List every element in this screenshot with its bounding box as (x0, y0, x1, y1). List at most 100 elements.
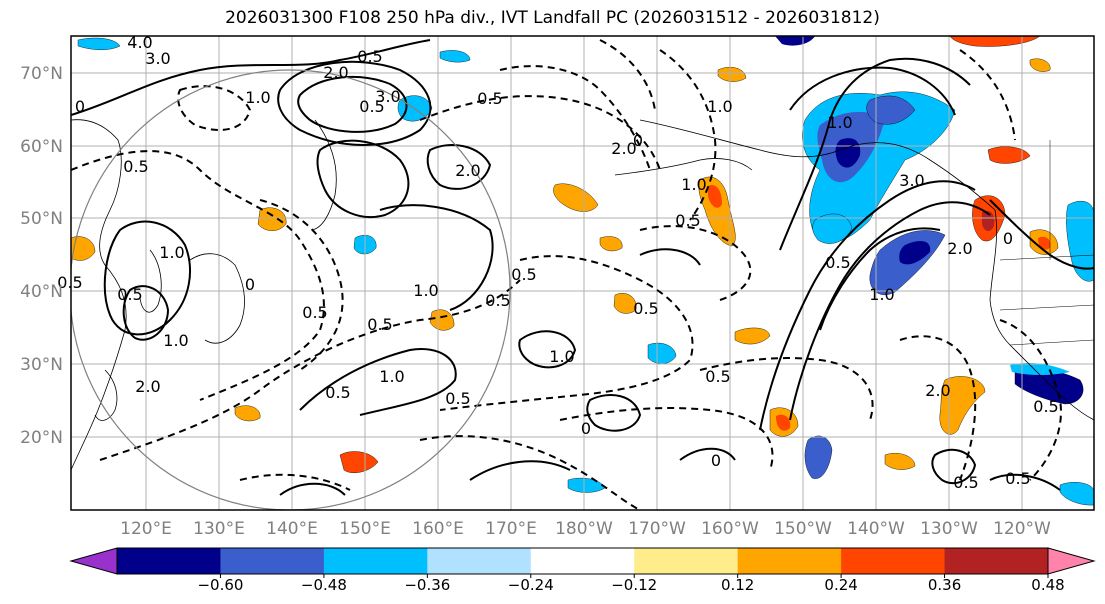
contour-pos (71, 39, 431, 116)
graticule (71, 36, 1094, 510)
colorbar-segment (427, 548, 532, 574)
contour-label: 0.5 (675, 211, 700, 230)
lon-label: 160°E (412, 519, 464, 539)
contour-label: 0 (581, 419, 591, 438)
contour-pos (789, 201, 991, 421)
contour-label: 0 (711, 451, 721, 470)
contour-label: 0 (75, 97, 85, 116)
coast-asia (71, 119, 127, 471)
contour-neg (499, 65, 651, 171)
contour-label: 1.0 (549, 347, 574, 366)
contour-label: 0.5 (123, 157, 148, 176)
contour-label: 1.0 (681, 175, 706, 194)
contour-label: 0.5 (825, 253, 850, 272)
colorbar-segment (323, 548, 428, 574)
lon-label: 140°W (847, 519, 905, 539)
patch-red-center (708, 184, 722, 208)
patch-blue-ne (1066, 200, 1094, 282)
colorbar-segment (220, 548, 325, 574)
lat-label: 50°N (20, 209, 63, 229)
colorbar-extend-high (1047, 547, 1096, 575)
contour-label: 2.0 (455, 161, 480, 180)
contour-pos (299, 348, 457, 416)
colorbar-segment (737, 548, 842, 574)
divergence-contours (71, 39, 1094, 510)
lon-label: 120°E (120, 519, 172, 539)
patch-orange-f (939, 376, 986, 435)
contour-label: 2.0 (925, 381, 950, 400)
lon-label: 170°E (485, 519, 537, 539)
contour-label: 3.0 (899, 171, 924, 190)
lon-label: 170°W (628, 519, 686, 539)
contour-label: 0.5 (57, 273, 82, 292)
colorbar-tick-label: 0.12 (721, 576, 754, 594)
lat-label: 30°N (20, 355, 63, 375)
colorbar-tick-label: 0.36 (928, 576, 961, 594)
contour-neg (419, 95, 661, 171)
contour-label: 1.0 (159, 243, 184, 262)
contour-label: 0.5 (367, 315, 392, 334)
colorbar-tick-label: −0.12 (611, 576, 657, 594)
contour-neg (419, 435, 641, 510)
contour-neg (99, 279, 521, 461)
patch-orange-a (553, 183, 599, 212)
contour-label: 0.5 (445, 389, 470, 408)
contour-neg (559, 407, 774, 471)
lon-label: 140°E (266, 519, 318, 539)
contour-pos (316, 139, 410, 218)
contour-pos (989, 473, 1061, 491)
contour-label-layer: 4.03.02.00.50.53.01.02.01.000.50.51.02.0… (57, 33, 1058, 492)
contour-label: 0.5 (359, 97, 384, 116)
plot-frame (70, 35, 1095, 511)
contour-neg (71, 150, 325, 401)
contour-label: 4.0 (127, 33, 152, 52)
lat-label: 70°N (20, 64, 63, 84)
contour-pos (989, 199, 1094, 270)
contour-neg (999, 319, 1062, 481)
contour-label: 2.0 (611, 139, 636, 158)
coast-aleutian (614, 158, 753, 176)
contour-label: 2.0 (135, 377, 160, 396)
contour-neg (639, 225, 752, 301)
contour-neg (177, 85, 252, 131)
patch-blue-w6 (77, 37, 121, 50)
colorbar-segment (634, 548, 739, 574)
contour-pos (379, 204, 494, 311)
colorbar-tick-label: 0.24 (824, 576, 857, 594)
contour-neg (699, 357, 874, 421)
patch-blue-east2 (1010, 362, 1070, 375)
colorbar-tick-label: −0.24 (508, 576, 554, 594)
lat-label: 20°N (20, 428, 63, 448)
contour-pos (122, 285, 170, 341)
contour-neg (659, 49, 717, 221)
colorbar-frame (116, 547, 1049, 575)
contour-neg (239, 473, 351, 491)
lon-label: 150°E (339, 519, 391, 539)
ivt-patches (71, 36, 1094, 506)
colorbar-ticks: −0.60 −0.48 −0.36 −0.24 −0.12 0.12 0.24 0.36 0.4… (197, 574, 1065, 594)
contour-label: 0 (633, 131, 643, 150)
patch-orange-d (613, 293, 637, 314)
contour-label: 0.5 (511, 265, 536, 284)
contour-neg (959, 49, 1016, 141)
patch-darkred-bc (982, 210, 995, 232)
map-title: 2026031300 F108 250 hPa div., IVT Landfa… (225, 8, 880, 28)
patch-orange-m (599, 236, 623, 252)
patch-red-h (339, 451, 379, 473)
colorbar-tick-label: −0.36 (404, 576, 450, 594)
contour-label: 0 (1003, 229, 1013, 248)
patch-orange-c (429, 309, 455, 331)
lat-label: 60°N (20, 137, 63, 157)
patch-orange-i (71, 236, 96, 261)
contour-label: 0 (245, 275, 255, 294)
latitude-labels: 70°N 60°N 50°N 40°N 30°N 20°N (20, 64, 63, 448)
projection-circle (71, 69, 511, 510)
lat-label: 40°N (20, 282, 63, 302)
patch-orange-e (734, 327, 771, 345)
lon-label: 160°W (701, 519, 759, 539)
patch-orange-l (234, 405, 261, 422)
contour-neg (899, 335, 977, 481)
patch-red-ne (1038, 236, 1051, 250)
contour-label: 0.5 (302, 303, 327, 322)
